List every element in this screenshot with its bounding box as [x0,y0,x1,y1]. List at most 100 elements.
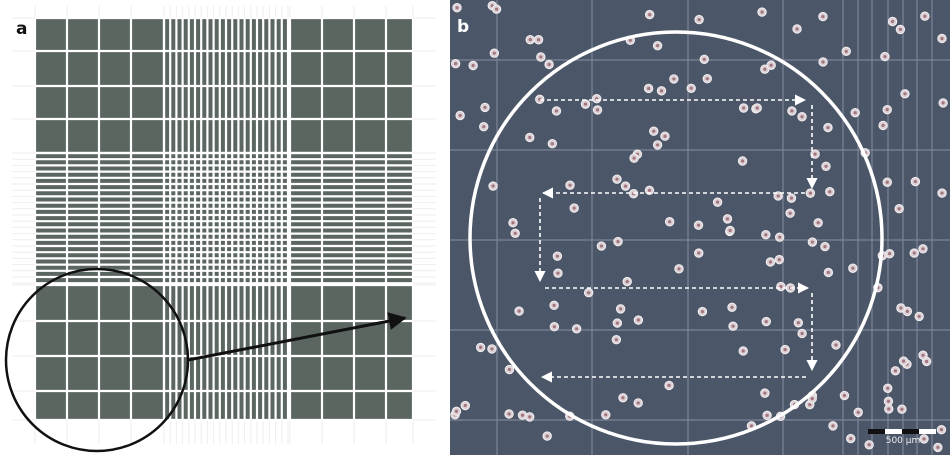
cell-core [887,407,890,410]
cell-core [903,92,906,95]
cell-core [726,217,729,220]
cell-core [742,349,745,352]
cell-core [887,400,890,403]
cell-core [790,109,793,112]
cell-core [891,20,894,23]
cell-core [801,332,804,335]
cell-core [843,394,846,397]
cell-core [615,178,618,181]
scale-bar-seg [902,429,919,434]
cell-core [922,437,925,440]
cell-core [760,10,763,13]
cell-core [551,142,554,145]
cell-core [529,38,532,41]
cell-core [777,194,780,197]
cell-core [809,192,812,195]
cell-core [756,106,759,109]
cell-core [729,229,732,232]
cell-core [795,27,798,30]
cell-core [660,89,663,92]
cell-core [808,403,811,406]
cell-core [668,220,671,223]
cell-core [898,207,901,210]
cell-core [831,424,834,427]
cell-core [495,8,498,11]
cell-core [940,37,943,40]
cell-core [656,143,659,146]
cell-core [883,55,886,58]
cell-core [490,347,493,350]
cell-core [648,189,651,192]
cell-core [647,87,650,90]
cell-core [764,233,767,236]
scale-bar-label: 500 µm [886,436,921,446]
cell-core [921,247,924,250]
cell-core [750,424,753,427]
cell-core [539,55,542,58]
cell-core [882,124,885,127]
cell-core [637,401,640,404]
cell-core [763,68,766,71]
cell-core [918,315,921,318]
cell-core [811,240,814,243]
cell-core [698,18,701,21]
cell-core [455,410,458,413]
cell-core [731,325,734,328]
cell-core [615,338,618,341]
cell-core [616,321,619,324]
cell-core [925,360,928,363]
cell-core [508,368,511,371]
cell-core [845,50,848,53]
cell-core [857,411,860,414]
cell-core [800,115,803,118]
cell-core [886,181,889,184]
cell-core [790,197,793,200]
cell-core [507,412,510,415]
cell-core [479,346,482,349]
cell-core [701,310,704,313]
cell-core [817,221,820,224]
cell-core [677,267,680,270]
cell-core [942,101,945,104]
cell-core [690,87,693,90]
cell-core [940,191,943,194]
cell-core [454,62,457,65]
cell-core [528,136,531,139]
cell-core [697,224,700,227]
cell-core [652,130,655,133]
cell-core [619,307,622,310]
cell-core [637,318,640,321]
cell-core [667,384,670,387]
cell-core [936,446,939,449]
cell-core [789,212,792,215]
cell-core [851,267,854,270]
cell-core [672,77,675,80]
cell-core [716,201,719,204]
cell-core [823,245,826,248]
cell-core [511,221,514,224]
cell-core [770,64,773,67]
cell-core [482,125,485,128]
cell-core [626,280,629,283]
cell-core [517,309,520,312]
cell-core [528,415,531,418]
cell-core [459,114,462,117]
cell-core [521,414,524,417]
cell-core [828,190,831,193]
cell-core [656,44,659,47]
cell-core [600,244,603,247]
cell-core [778,236,781,239]
panel-label: a [16,19,27,39]
cell-core [556,272,559,275]
cell-core [854,111,857,114]
cell-core [763,392,766,395]
cell-core [632,157,635,160]
cell-core [741,159,744,162]
cell-core [940,428,943,431]
cell-core [811,397,814,400]
cell-core [546,434,549,437]
cell-core [552,304,555,307]
cell-core [827,271,830,274]
cell-core [886,387,889,390]
cell-core [491,184,494,187]
